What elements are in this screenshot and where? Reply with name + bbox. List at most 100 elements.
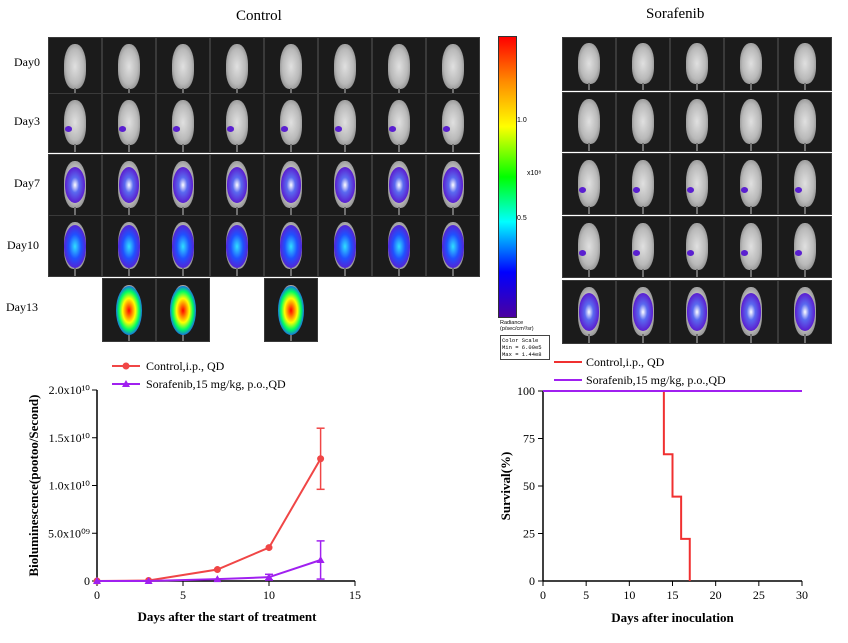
mouse-image-panel bbox=[426, 154, 480, 216]
mouse-tail bbox=[73, 143, 77, 152]
mouse-silhouette bbox=[333, 99, 357, 146]
mouse-silhouette bbox=[577, 98, 601, 145]
mouse-silhouette bbox=[63, 43, 87, 90]
mouse-tail bbox=[451, 87, 455, 96]
signal-spot bbox=[578, 250, 586, 256]
mouse-tail bbox=[181, 332, 185, 341]
mouse-image-panel bbox=[670, 280, 724, 344]
signal-spot bbox=[388, 125, 396, 132]
mouse-image-panel bbox=[210, 93, 264, 153]
signal-spot bbox=[632, 250, 640, 256]
mouse-silhouette bbox=[117, 99, 141, 146]
signal-spot bbox=[172, 167, 194, 203]
signal-spot bbox=[280, 167, 302, 203]
mouse-silhouette bbox=[793, 223, 817, 270]
mouse-tail bbox=[289, 143, 293, 152]
signal-spot bbox=[278, 286, 304, 335]
colorbar-exponent: x10⁸ bbox=[527, 170, 542, 177]
mouse-tail bbox=[451, 267, 455, 276]
mouse-image-panel bbox=[778, 280, 832, 344]
legend-label-0: Control,i.p., QD bbox=[586, 355, 665, 369]
mouse-tail bbox=[73, 206, 77, 215]
mouse-tail bbox=[127, 332, 131, 341]
mouse-image-panel bbox=[724, 216, 778, 278]
mouse-silhouette bbox=[387, 99, 411, 146]
mouse-silhouette bbox=[739, 43, 763, 84]
data-point bbox=[144, 577, 153, 584]
radiance-colorbar bbox=[498, 36, 517, 318]
mouse-image-panel bbox=[156, 93, 210, 153]
mouse-tail bbox=[641, 268, 645, 277]
mouse-silhouette bbox=[577, 43, 601, 84]
mouse-image-panel bbox=[616, 280, 670, 344]
data-point bbox=[93, 577, 101, 584]
mouse-image-panel bbox=[264, 37, 318, 97]
mouse-tail bbox=[803, 334, 807, 343]
mouse-silhouette bbox=[631, 223, 655, 270]
mouse-tail bbox=[181, 206, 185, 215]
mouse-image-panel bbox=[778, 37, 832, 91]
day-label-7: Day7 bbox=[14, 176, 40, 190]
mouse-image-panel bbox=[102, 37, 156, 97]
mouse-tail bbox=[73, 267, 77, 276]
y-tick-label: 0 bbox=[84, 574, 90, 588]
y-tick-label: 1.0x10¹⁰ bbox=[49, 479, 91, 493]
signal-spot bbox=[280, 125, 288, 132]
mouse-silhouette bbox=[793, 43, 817, 84]
mouse-image-panel bbox=[264, 215, 318, 277]
bioluminescence-chart: 0 5.0x10⁰⁹ 1.0x10¹⁰ 1.5x10¹⁰ 2.0x10¹⁰ 0 5 10 15 D… bbox=[26, 359, 361, 624]
mouse-tail bbox=[803, 142, 807, 151]
legend-label-0: Control,i.p., QD bbox=[146, 359, 225, 373]
mouse-silhouette bbox=[631, 43, 655, 84]
mouse-tail bbox=[641, 82, 645, 90]
signal-spot bbox=[279, 225, 303, 269]
mouse-image-panel bbox=[318, 154, 372, 216]
mouse-image-panel bbox=[724, 280, 778, 344]
mouse-tail bbox=[127, 87, 131, 96]
signal-spot bbox=[740, 293, 762, 331]
mouse-silhouette bbox=[577, 223, 601, 270]
signal-spot bbox=[118, 125, 126, 132]
day-label-0: Day0 bbox=[14, 55, 40, 69]
mouse-silhouette bbox=[739, 160, 763, 207]
mouse-tail bbox=[695, 142, 699, 151]
mouse-image-panel bbox=[156, 154, 210, 216]
day-label-3: Day3 bbox=[14, 114, 40, 128]
data-point bbox=[317, 455, 325, 463]
mouse-silhouette bbox=[63, 99, 87, 146]
survival-chart: 0 25 50 75 100 0 5 10 15 20 25 30 Days after inocula… bbox=[498, 355, 808, 625]
mouse-image-panel bbox=[616, 92, 670, 152]
mouse-image-panel bbox=[48, 37, 102, 97]
mouse-image-panel bbox=[264, 93, 318, 153]
mouse-tail bbox=[181, 87, 185, 96]
mouse-image-panel bbox=[562, 37, 616, 91]
mouse-image-panel bbox=[426, 93, 480, 153]
signal-spot bbox=[116, 286, 142, 335]
mouse-tail bbox=[181, 143, 185, 152]
legend-label-1: Sorafenib,15 mg/kg, p.o.,QD bbox=[146, 377, 286, 391]
mouse-image-panel bbox=[562, 280, 616, 344]
signal-spot bbox=[226, 167, 248, 203]
mouse-image-panel bbox=[102, 278, 156, 342]
signal-spot bbox=[226, 125, 234, 132]
signal-spot bbox=[225, 225, 249, 269]
colorbar-tick-05: 0.5 bbox=[517, 215, 527, 222]
mouse-tail bbox=[749, 268, 753, 277]
mouse-image-panel bbox=[372, 215, 426, 277]
mouse-tail bbox=[343, 143, 347, 152]
series-line-0 bbox=[96, 458, 322, 582]
mouse-image-panel bbox=[562, 216, 616, 278]
mouse-tail bbox=[695, 205, 699, 214]
mouse-tail bbox=[181, 267, 185, 276]
signal-spot bbox=[632, 187, 640, 193]
data-point bbox=[213, 566, 221, 574]
mouse-image-panel bbox=[670, 153, 724, 215]
mouse-silhouette bbox=[225, 43, 249, 90]
y-tick-label: 0 bbox=[529, 574, 535, 588]
signal-spot bbox=[388, 167, 410, 203]
y-tick-label: 2.0x10¹⁰ bbox=[49, 383, 91, 397]
signal-spot bbox=[686, 250, 694, 256]
mouse-silhouette bbox=[333, 43, 357, 90]
y-axis-label: Bioluminescence(pootoo/Second) bbox=[26, 395, 41, 577]
signal-spot bbox=[740, 250, 748, 256]
